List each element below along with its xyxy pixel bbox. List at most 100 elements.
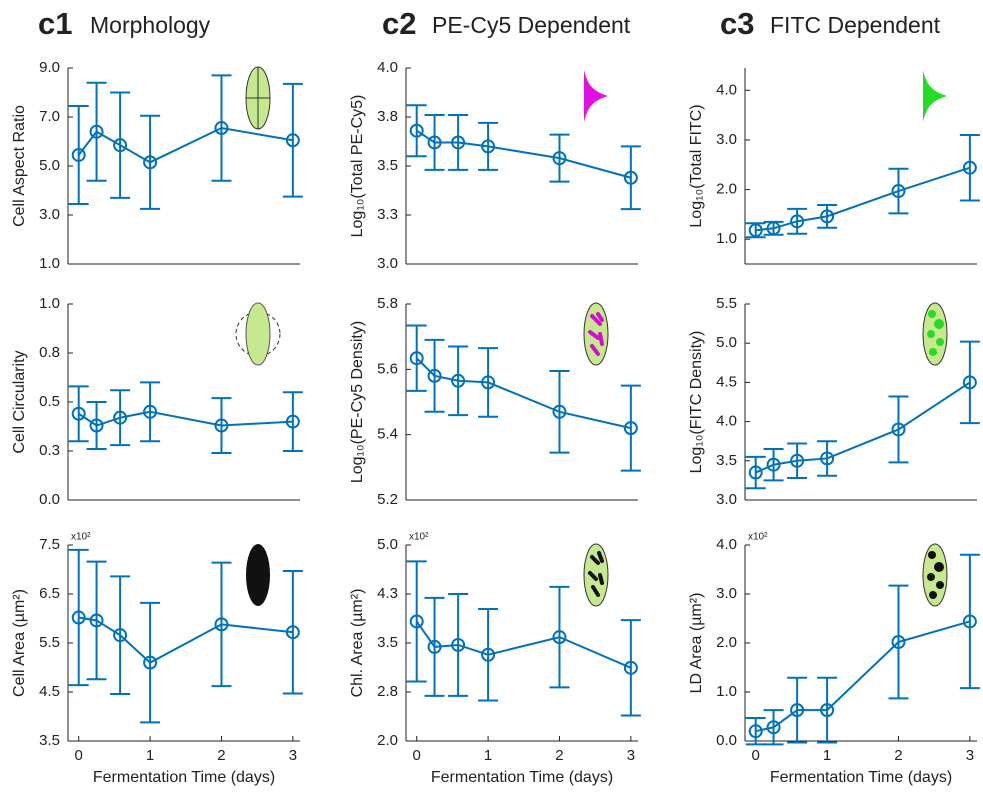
x-tick-label: 2 [217,747,225,764]
x-tick-label: 1 [146,747,154,764]
icon [936,338,944,346]
error-bar [448,114,469,171]
y-tick-label: 3.8 [377,108,398,125]
icon [928,551,936,559]
marker [623,660,638,675]
marker [451,637,466,652]
panel: 1.0 2.0 3.0 4.0 Log₁₀(Total FITC) [688,68,980,265]
icon [584,70,608,122]
icon [936,581,944,589]
error-bar [110,389,131,447]
line [755,381,971,474]
marker [71,406,86,421]
y-tick-label: 1.0 [716,230,737,247]
marker [891,184,906,199]
y-multiplier: x10² [748,532,768,543]
y-tick-label: 6.5 [39,585,60,602]
icon [597,551,604,563]
column-title: PE-Cy5 Dependent [432,12,631,38]
error-bar [959,340,980,425]
error-bar [817,203,838,229]
marker [552,151,567,166]
y-tick-label: 5.6 [377,360,398,377]
y-tick-label: 3.0 [716,585,737,602]
y-axis-label: Log₁₀(Total PE-Cy5) [349,95,366,238]
x-tick-label: 3 [289,747,297,764]
y-tick-label: 3.5 [377,634,398,651]
y-axis-label: Log₁₀(FITC Density) [688,331,705,474]
y-tick-label: 5.0 [377,536,398,553]
marker [766,457,781,472]
marker [113,138,128,153]
marker [89,613,104,628]
error-bar [448,593,469,697]
marker [623,421,638,436]
x-tick-label: 3 [627,747,635,764]
marker [790,214,805,229]
error-bar [140,381,161,443]
error-bar [68,104,89,205]
x-tick-label: 0 [752,747,760,764]
icon [590,314,602,326]
error-bar [745,716,766,746]
error-bar [478,347,499,418]
error-bar [478,121,499,171]
error-bar [448,345,469,417]
marker [962,160,977,175]
marker [451,135,466,150]
marker [71,610,86,625]
error-bar [282,569,303,695]
y-tick-label: 4.3 [377,585,398,602]
icon [598,573,604,585]
icon [596,312,604,322]
error-bar [68,548,89,687]
marker [552,630,567,645]
y-tick-label: 2.0 [716,181,737,198]
line [416,357,632,430]
x-tick-label: 1 [823,747,831,764]
icon [927,330,935,338]
line [78,410,293,427]
marker [790,703,805,718]
icon [927,573,935,581]
y-tick-label: 3.0 [39,206,60,223]
marker [820,703,835,718]
marker [481,375,496,390]
marker [962,375,977,390]
panel: 0.0 1.0 2.0 3.0 4.0 0 1 2 3 LD Area (µm²) Fermenta… [688,532,980,786]
error-bar [140,601,161,724]
marker [766,221,781,236]
marker [962,614,977,629]
y-tick-label: 0.3 [39,442,60,459]
marker [143,404,158,419]
icon [583,543,609,607]
error-bar [620,145,641,211]
marker [214,418,229,433]
error-bar [424,596,445,697]
y-tick-label: 3.5 [716,452,737,469]
error-bar [745,455,766,490]
y-tick-label: 0.5 [39,393,60,410]
y-tick-label: 3.0 [377,255,398,272]
line [416,129,632,179]
y-tick-label: 1.0 [39,255,60,272]
marker [481,647,496,662]
error-bar [888,395,909,464]
marker [766,720,781,735]
icon [590,344,600,356]
line [78,616,293,664]
icon [591,585,600,597]
y-axis-label: Chl. Area (µm²) [349,589,366,698]
error-bar [424,114,445,171]
line [415,620,632,669]
x-tick-label: 2 [894,747,902,764]
error-bar [763,709,784,746]
panel: 3.5 4.5 5.5 6.5 7.5 0 1 2 3 Cell Area (µm²) Fermen… [11,532,303,786]
marker [748,465,763,480]
marker [481,139,496,154]
error-bar [549,585,570,689]
icon [245,302,271,366]
marker [214,617,229,632]
y-axis-label: Cell Aspect Ratio [11,105,28,227]
marker [427,135,442,150]
